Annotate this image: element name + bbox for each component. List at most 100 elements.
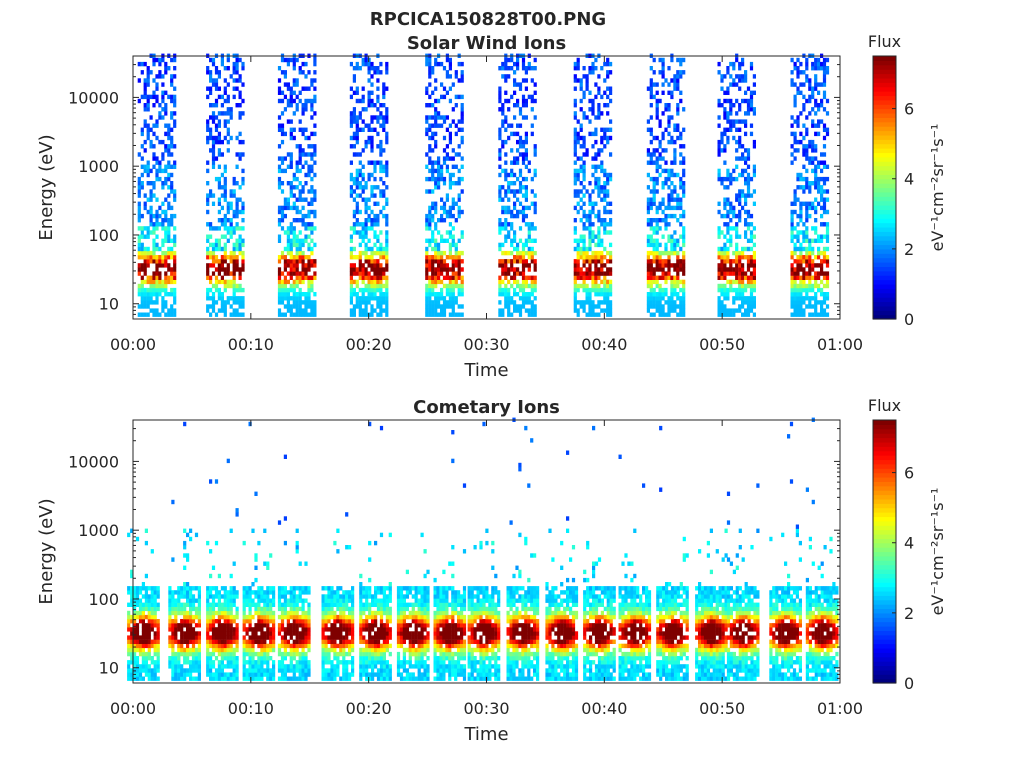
flux-cell	[379, 148, 383, 153]
flux-cell	[501, 209, 505, 215]
flux-cell	[825, 66, 830, 71]
flux-cell	[588, 259, 592, 264]
y-tick-label: 10000	[68, 88, 119, 107]
flux-cell	[817, 185, 821, 190]
flux-cell	[820, 271, 824, 276]
flux-cell	[504, 300, 508, 305]
flux-cell	[161, 139, 165, 145]
flux-cell	[289, 156, 293, 161]
flux-cell	[226, 66, 230, 71]
flux-cell	[158, 271, 162, 276]
flux-cell	[277, 86, 282, 91]
flux-cell	[673, 74, 677, 79]
flux-cell	[434, 201, 438, 206]
flux-cell	[504, 152, 508, 157]
flux-cell	[825, 226, 830, 231]
flux-cell	[670, 250, 674, 256]
flux-cell	[143, 250, 147, 256]
flux-cell	[445, 267, 449, 272]
flux-cell	[437, 259, 441, 264]
flux-cell	[277, 123, 282, 128]
colorbar-segment	[873, 292, 896, 298]
flux-cell	[451, 156, 455, 161]
flux-cell	[530, 66, 534, 71]
flux-cell	[379, 308, 383, 313]
flux-cell	[156, 668, 160, 673]
flux-cell	[679, 246, 683, 252]
flux-cell	[425, 86, 429, 91]
flux-cell	[582, 209, 586, 215]
flux-cell	[155, 300, 159, 305]
flux-cell	[521, 144, 526, 149]
flux-cell	[521, 205, 526, 211]
flux-cell	[382, 300, 386, 305]
flux-cell	[676, 242, 680, 248]
flux-cell	[445, 271, 449, 276]
flux-cell	[437, 185, 441, 190]
flux-cell	[310, 164, 314, 169]
flux-cell	[141, 676, 145, 681]
flux-cell	[238, 271, 242, 276]
flux-cell	[805, 152, 809, 157]
flux-cell	[364, 271, 368, 276]
flux-cell	[498, 259, 502, 264]
flux-cell	[209, 623, 213, 628]
flux-cell	[746, 213, 751, 219]
flux-cell	[295, 197, 299, 202]
flux-cell	[358, 66, 362, 71]
flux-cell	[448, 230, 452, 235]
flux-cell	[527, 246, 531, 252]
flux-cell	[448, 279, 452, 285]
flux-cell	[451, 267, 455, 272]
flux-cell	[156, 643, 160, 649]
flux-cell	[277, 209, 282, 215]
flux-cell	[214, 610, 219, 616]
flux-cell	[600, 300, 604, 305]
flux-cell	[658, 300, 662, 305]
flux-cell	[220, 279, 224, 285]
flux-cell	[533, 193, 537, 198]
flux-cell	[822, 61, 827, 67]
flux-cell	[796, 172, 800, 178]
flux-cell	[385, 283, 389, 289]
flux-cell	[137, 201, 141, 206]
flux-cell	[155, 57, 159, 63]
flux-cell	[138, 598, 143, 603]
flux-cell	[277, 312, 282, 317]
flux-cell	[355, 66, 359, 71]
flux-cell	[286, 205, 290, 211]
flux-cell	[352, 90, 356, 95]
flux-cell	[183, 676, 187, 681]
flux-cell	[749, 230, 754, 235]
flux-cell	[301, 238, 305, 243]
flux-cell	[805, 263, 809, 268]
flux-cell	[373, 271, 377, 276]
flux-cell	[217, 660, 221, 665]
flux-cell	[723, 263, 727, 268]
flux-cell	[820, 152, 824, 157]
flux-cell	[676, 283, 680, 289]
flux-cell	[349, 287, 353, 293]
flux-cell	[507, 300, 511, 305]
flux-cell	[352, 271, 356, 276]
flux-cell	[382, 250, 386, 256]
flux-cell	[235, 242, 239, 248]
flux-cell	[582, 304, 586, 309]
flux-cell	[504, 283, 508, 289]
flux-cell	[442, 148, 447, 153]
flux-cell	[209, 222, 213, 227]
flux-cell	[498, 148, 502, 153]
flux-cell	[670, 283, 674, 289]
flux-cell	[235, 296, 239, 301]
flux-cell	[152, 271, 156, 276]
flux-cell	[822, 152, 827, 157]
flux-cell	[457, 263, 461, 268]
flux-cell	[223, 189, 227, 194]
flux-cell	[292, 312, 296, 317]
flux-cell	[437, 312, 441, 317]
flux-cell	[164, 283, 168, 289]
flux-cell	[146, 246, 150, 252]
flux-cell	[144, 656, 148, 661]
flux-cell	[822, 82, 827, 87]
flux-cell	[817, 246, 821, 252]
